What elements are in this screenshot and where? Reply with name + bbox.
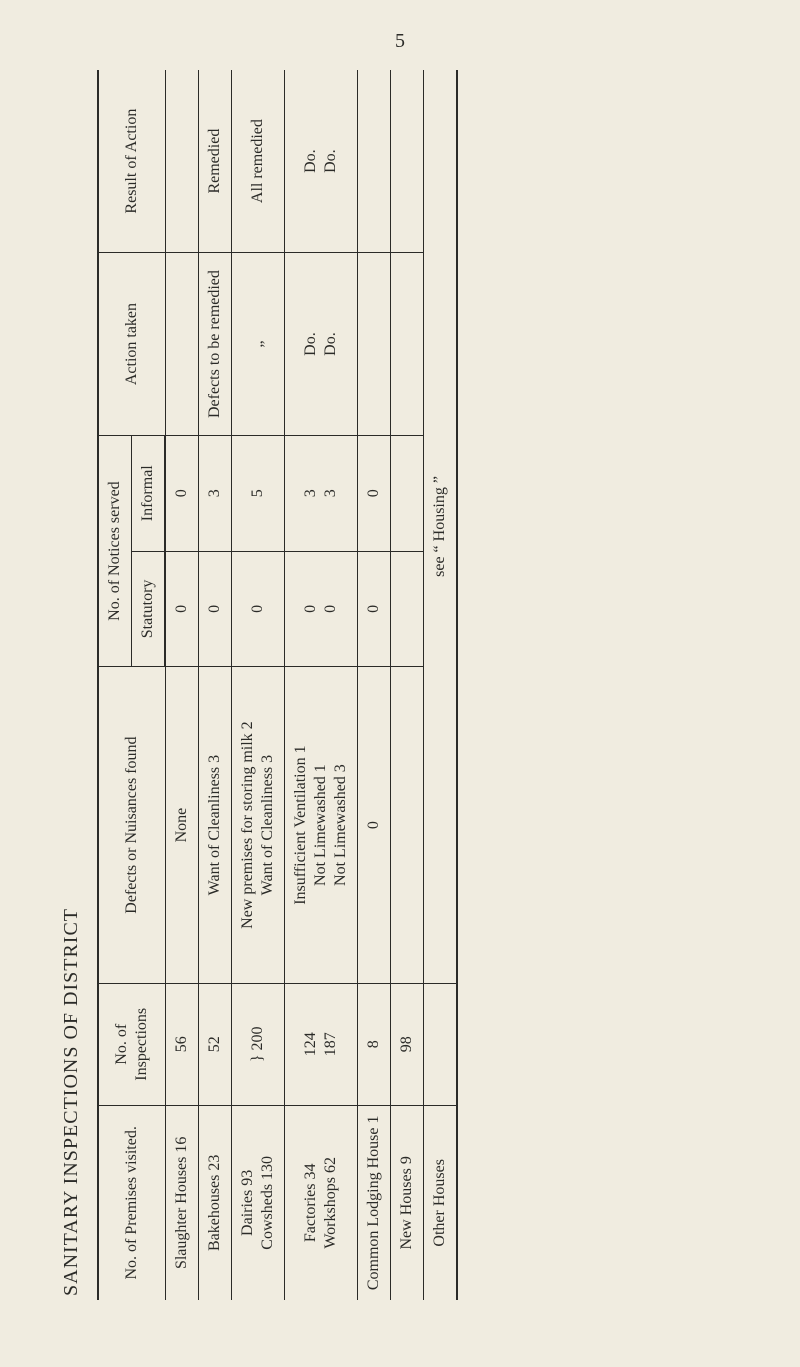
table-body: Slaughter Houses 1656None00Bakehouses 23… (165, 70, 457, 1300)
table-row: Dairies 93Cowsheds 130} 200New premises … (232, 70, 285, 1300)
table-cell: 8 (358, 983, 391, 1105)
table-cell (358, 70, 391, 253)
table-row: New Houses 998 (391, 70, 424, 1300)
table-cell (424, 983, 458, 1105)
th-result: Result of Action (98, 70, 165, 253)
table-cell: Insufficient Ventilation 1Not Limewashed… (285, 667, 358, 984)
table-cell (391, 435, 424, 551)
th-statutory: Statutory (132, 551, 166, 667)
table-row: Slaughter Houses 1656None00 (165, 70, 199, 1300)
table-cell: New Houses 9 (391, 1105, 424, 1300)
table-cell: 56 (165, 983, 199, 1105)
table-cell: Do.Do. (285, 70, 358, 253)
table-cell: None (165, 667, 199, 984)
table-cell: „ (232, 253, 285, 436)
table-cell: New premises for storing milk 2Want of C… (232, 667, 285, 984)
table-title: SANITARY INSPECTIONS OF DISTRICT (60, 60, 83, 1296)
table-cell: } 200 (232, 983, 285, 1105)
th-inspections: No. of Inspections (98, 983, 165, 1105)
table-cell (165, 253, 199, 436)
table-cell: Bakehouses 23 (199, 1105, 232, 1300)
table-cell (391, 253, 424, 436)
table-cell: 0 (232, 551, 285, 667)
table-cell: All remedied (232, 70, 285, 253)
table-cell: 33 (285, 435, 358, 551)
table-cell: 0 (199, 551, 232, 667)
table-row: Factories 34Workshops 62124187Insufficie… (285, 70, 358, 1300)
table-cell: Factories 34Workshops 62 (285, 1105, 358, 1300)
table-cell: Common Lodging House 1 (358, 1105, 391, 1300)
table-cell: Dairies 93Cowsheds 130 (232, 1105, 285, 1300)
table-cell: 5 (232, 435, 285, 551)
table-cell: 52 (199, 983, 232, 1105)
table-cell: 0 (165, 551, 199, 667)
rotated-table-wrapper: SANITARY INSPECTIONS OF DISTRICT No. of … (60, 60, 458, 1300)
table-cell: 00 (285, 551, 358, 667)
table-cell: 124187 (285, 983, 358, 1105)
th-notices: No. of Notices served (98, 435, 132, 666)
th-premises: No. of Premises visited. (98, 1105, 165, 1300)
table-row: Other Houses see “ Housing ” (424, 70, 458, 1300)
table-cell: 0 (165, 435, 199, 551)
page-number: 5 (0, 30, 800, 53)
table-cell: 0 (358, 667, 391, 984)
th-action: Action taken (98, 253, 165, 436)
th-informal: Informal (132, 435, 166, 551)
table-cell: Remedied (199, 70, 232, 253)
table-cell (391, 551, 424, 667)
table-cell: 3 (199, 435, 232, 551)
table-cell (391, 70, 424, 253)
table-cell: Slaughter Houses 16 (165, 1105, 199, 1300)
table-cell (391, 667, 424, 984)
table-cell: Want of Cleanliness 3 (199, 667, 232, 984)
table-row: Common Lodging House 18000 (358, 70, 391, 1300)
table-cell (358, 253, 391, 436)
table-cell (165, 70, 199, 253)
table-cell: 98 (391, 983, 424, 1105)
table-cell: 0 (358, 551, 391, 667)
table-cell: see “ Housing ” (424, 70, 458, 983)
table-cell: 0 (358, 435, 391, 551)
table-row: Bakehouses 2352Want of Cleanliness 303De… (199, 70, 232, 1300)
table-cell: Other Houses (424, 1105, 458, 1300)
table-cell: Do.Do. (285, 253, 358, 436)
th-defects: Defects or Nuisances found (98, 667, 165, 984)
inspections-table: No. of Premises visited. No. of Inspecti… (97, 70, 458, 1300)
table-cell: Defects to be remedied (199, 253, 232, 436)
